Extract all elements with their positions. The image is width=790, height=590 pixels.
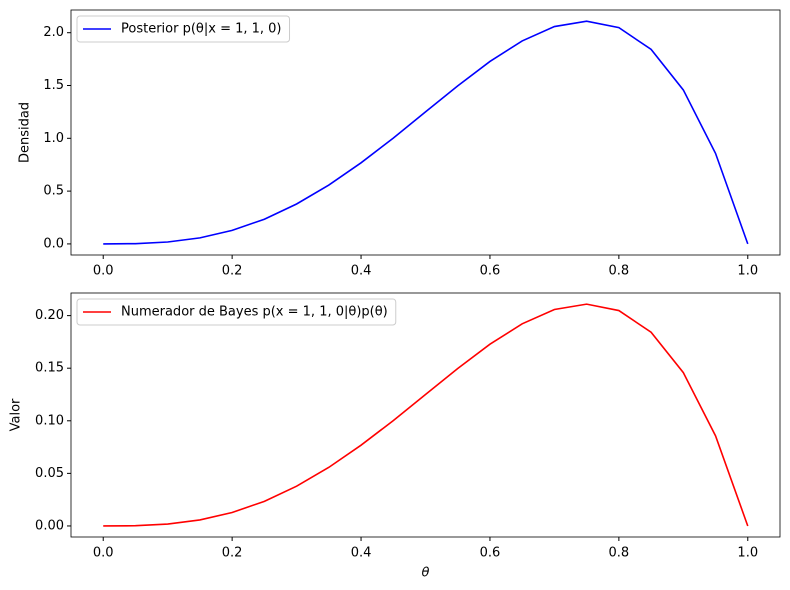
y-tick-label: 2.0	[43, 25, 64, 40]
y-tick-label: 0.5	[43, 184, 64, 199]
x-tick-label: 0.0	[93, 546, 114, 561]
x-tick-label: 0.6	[480, 546, 501, 561]
legend: Posterior p(θ|x = 1, 1, 0)	[76, 15, 291, 43]
y-tick-label: 0.00	[35, 518, 64, 533]
y-axis-label: Densidad	[18, 102, 33, 163]
y-tick-label: 0.0	[43, 236, 64, 251]
x-axis-label: θ	[422, 566, 430, 581]
y-tick-label: 1.0	[43, 131, 64, 146]
x-tick-label: 0.6	[480, 264, 501, 279]
y-tick-label: 0.10	[35, 413, 64, 428]
data-line	[103, 20, 749, 245]
legend: Numerador de Bayes p(x = 1, 1, 0|θ)p(θ)	[76, 298, 397, 326]
data-line	[103, 303, 749, 527]
x-tick-label: 0.2	[222, 264, 243, 279]
legend-label: Numerador de Bayes p(x = 1, 1, 0|θ)p(θ)	[121, 305, 388, 320]
y-tick-label: 0.20	[35, 308, 64, 323]
axes-frame	[70, 292, 781, 538]
y-tick-label: 0.15	[35, 361, 64, 376]
x-tick-label: 0.2	[222, 546, 243, 561]
x-tick-label: 1.0	[737, 264, 758, 279]
subplot: 0.0 0.2 0.4 0.6 0.8 1.0 0.0 0.5 1.0 1.5 2.0 Densida…	[18, 9, 781, 279]
y-tick-label: 1.5	[43, 78, 64, 93]
legend-box	[76, 15, 291, 43]
y-tick-label: 0.05	[35, 466, 64, 481]
x-tick-label: 0.8	[609, 546, 630, 561]
x-tick-label: 0.4	[351, 264, 372, 279]
subplot: 0.0 0.2 0.4 0.6 0.8 1.0 0.00 0.05 0.10 0.15 0.20 Va…	[9, 292, 781, 581]
x-tick-label: 0.0	[93, 264, 114, 279]
y-axis-label: Valor	[9, 398, 24, 431]
axes-frame	[70, 9, 781, 256]
legend-label: Posterior p(θ|x = 1, 1, 0)	[121, 22, 282, 37]
x-tick-label: 0.8	[609, 264, 630, 279]
x-tick-label: 1.0	[737, 546, 758, 561]
x-tick-label: 0.4	[351, 546, 372, 561]
legend-box	[76, 298, 397, 326]
